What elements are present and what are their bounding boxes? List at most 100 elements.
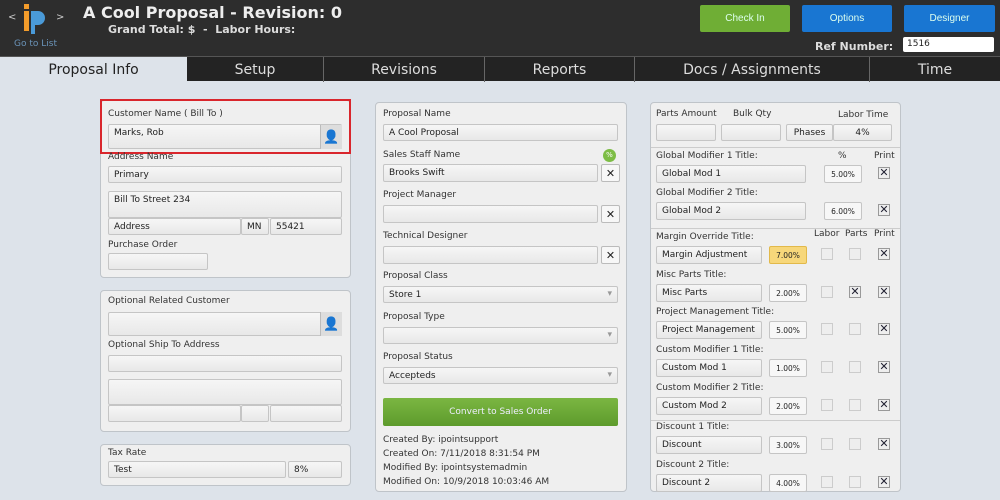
modifier-percent-input[interactable]: 4.00% bbox=[769, 474, 807, 492]
sales-staff-select[interactable]: Brooks Swift bbox=[383, 164, 598, 182]
phases-button[interactable]: Phases bbox=[786, 124, 833, 141]
project-manager-select[interactable] bbox=[383, 205, 598, 223]
next-button[interactable]: > bbox=[56, 12, 65, 23]
modifier-title-input[interactable]: Discount bbox=[656, 436, 762, 454]
labor-checkbox[interactable] bbox=[821, 476, 833, 488]
modifier-title-input[interactable]: Discount 2 bbox=[656, 474, 762, 492]
labor-checkbox[interactable] bbox=[821, 286, 833, 298]
modifier-title-input[interactable]: Global Mod 1 bbox=[656, 165, 806, 183]
tab-proposal-info[interactable]: Proposal Info bbox=[0, 57, 187, 82]
ship-street-input[interactable] bbox=[108, 379, 342, 405]
city-input[interactable]: Address bbox=[108, 218, 241, 235]
modifier-title-input[interactable]: Custom Mod 1 bbox=[656, 359, 762, 377]
parts-checkbox[interactable] bbox=[849, 438, 861, 450]
parts-checkbox[interactable] bbox=[849, 248, 861, 260]
tax-rate-select[interactable]: Test bbox=[108, 461, 286, 478]
proposal-type-select[interactable] bbox=[383, 327, 618, 344]
labor-checkbox[interactable] bbox=[821, 323, 833, 335]
ship-to-select[interactable] bbox=[108, 355, 342, 372]
tab-reports[interactable]: Reports bbox=[484, 57, 634, 82]
labor-header: Labor bbox=[814, 229, 840, 239]
technical-designer-select[interactable] bbox=[383, 246, 598, 264]
modifier-title-input[interactable]: Margin Adjustment bbox=[656, 246, 762, 264]
modifier-percent-input[interactable]: 2.00% bbox=[769, 397, 807, 415]
parts-checkbox[interactable] bbox=[849, 399, 861, 411]
ship-zip-input[interactable] bbox=[270, 405, 342, 422]
customer-name-label: Customer Name ( Bill To ) bbox=[108, 109, 223, 119]
modifier-title-input[interactable]: Global Mod 2 bbox=[656, 202, 806, 220]
proposal-status-select[interactable]: Accepteds bbox=[383, 367, 618, 384]
modifier-title-label: Margin Override Title: bbox=[656, 232, 754, 242]
print-checkbox[interactable]: ✕ bbox=[878, 285, 890, 298]
sales-staff-label: Sales Staff Name bbox=[383, 150, 461, 160]
address-name-select[interactable]: Primary bbox=[108, 166, 342, 183]
print-checkbox[interactable]: ✕ bbox=[878, 475, 890, 488]
labor-checkbox[interactable] bbox=[821, 438, 833, 450]
labor-checkbox[interactable] bbox=[821, 399, 833, 411]
proposal-class-select[interactable]: Store 1 bbox=[383, 286, 618, 303]
check-in-button[interactable]: Check In bbox=[700, 5, 790, 32]
zip-input[interactable]: 55421 bbox=[270, 218, 342, 235]
tab-setup[interactable]: Setup bbox=[234, 61, 276, 78]
options-button[interactable]: Options bbox=[802, 5, 892, 32]
parts-checkbox[interactable]: ✕ bbox=[849, 285, 861, 298]
print-checkbox[interactable]: ✕ bbox=[878, 398, 890, 411]
prev-button[interactable]: < bbox=[8, 12, 17, 23]
state-input[interactable]: MN bbox=[241, 218, 269, 235]
commission-percent-icon[interactable]: % bbox=[603, 149, 616, 162]
labor-checkbox[interactable] bbox=[821, 361, 833, 373]
parts-checkbox[interactable] bbox=[849, 476, 861, 488]
tab-revisions[interactable]: Revisions bbox=[323, 57, 484, 82]
parts-checkbox[interactable] bbox=[849, 361, 861, 373]
modifier-percent-input[interactable]: 5.00% bbox=[824, 165, 862, 183]
proposal-name-input[interactable]: A Cool Proposal bbox=[383, 124, 618, 141]
tab-docs-assignments[interactable]: Docs / Assignments bbox=[634, 57, 869, 82]
modifier-percent-input[interactable]: 5.00% bbox=[769, 321, 807, 339]
ref-number-input[interactable]: 1516 bbox=[903, 37, 994, 52]
modifier-percent-input[interactable]: 1.00% bbox=[769, 359, 807, 377]
convert-to-sales-order-button[interactable]: Convert to Sales Order bbox=[383, 398, 618, 426]
created-by: Created By: ipointsupport bbox=[383, 435, 499, 445]
modifier-title-input[interactable]: Custom Mod 2 bbox=[656, 397, 762, 415]
print-checkbox[interactable]: ✕ bbox=[878, 322, 890, 335]
street-input[interactable]: Bill To Street 234 bbox=[108, 191, 342, 218]
modifier-title-input[interactable]: Project Management bbox=[656, 321, 762, 339]
print-checkbox[interactable]: ✕ bbox=[878, 203, 890, 216]
customer-highlight bbox=[100, 99, 351, 154]
print-checkbox[interactable]: ✕ bbox=[878, 166, 890, 179]
print-checkbox[interactable]: ✕ bbox=[878, 437, 890, 450]
tab-bar: Proposal Info Setup Revisions Reports Do… bbox=[0, 56, 1000, 82]
tab-time[interactable]: Time bbox=[869, 57, 1000, 82]
clear-sales-staff-button[interactable]: ✕ bbox=[601, 164, 620, 182]
modifier-percent-input[interactable]: 7.00% bbox=[769, 246, 807, 264]
tax-rate-label: Tax Rate bbox=[108, 448, 147, 458]
customer-name-input[interactable]: Marks, Rob bbox=[108, 124, 342, 149]
customer-picker-icon[interactable]: 👤 bbox=[320, 125, 342, 149]
grand-total: Grand Total: $ - Labor Hours: bbox=[108, 23, 296, 36]
modifier-percent-input[interactable]: 2.00% bbox=[769, 284, 807, 302]
related-customer-input[interactable] bbox=[108, 312, 342, 336]
print-checkbox[interactable]: ✕ bbox=[878, 360, 890, 373]
modifier-title-label: Global Modifier 1 Title: bbox=[656, 151, 758, 161]
modifier-percent-input[interactable]: 6.00% bbox=[824, 202, 862, 220]
ship-city-input[interactable] bbox=[108, 405, 241, 422]
labor-checkbox[interactable] bbox=[821, 248, 833, 260]
labor-time-value[interactable]: 4% bbox=[833, 124, 892, 141]
related-customer-picker-icon[interactable]: 👤 bbox=[320, 312, 342, 336]
parts-amount-input[interactable] bbox=[656, 124, 716, 141]
modifier-percent-input[interactable]: 3.00% bbox=[769, 436, 807, 454]
print-checkbox[interactable]: ✕ bbox=[878, 247, 890, 260]
bulk-qty-input[interactable] bbox=[721, 124, 781, 141]
parts-checkbox[interactable] bbox=[849, 323, 861, 335]
app-logo[interactable] bbox=[22, 4, 46, 34]
project-manager-label: Project Manager bbox=[383, 190, 457, 200]
modifier-title-input[interactable]: Misc Parts bbox=[656, 284, 762, 302]
designer-button[interactable]: Designer bbox=[904, 5, 995, 32]
modifier-title-label: Discount 2 Title: bbox=[656, 460, 730, 470]
ship-state-input[interactable] bbox=[241, 405, 269, 422]
clear-project-manager-button[interactable]: ✕ bbox=[601, 205, 620, 223]
go-to-list-link[interactable]: Go to List bbox=[14, 39, 57, 49]
modified-on: Modified On: 10/9/2018 10:03:46 AM bbox=[383, 477, 550, 487]
clear-technical-designer-button[interactable]: ✕ bbox=[601, 246, 620, 264]
po-input[interactable] bbox=[108, 253, 208, 270]
